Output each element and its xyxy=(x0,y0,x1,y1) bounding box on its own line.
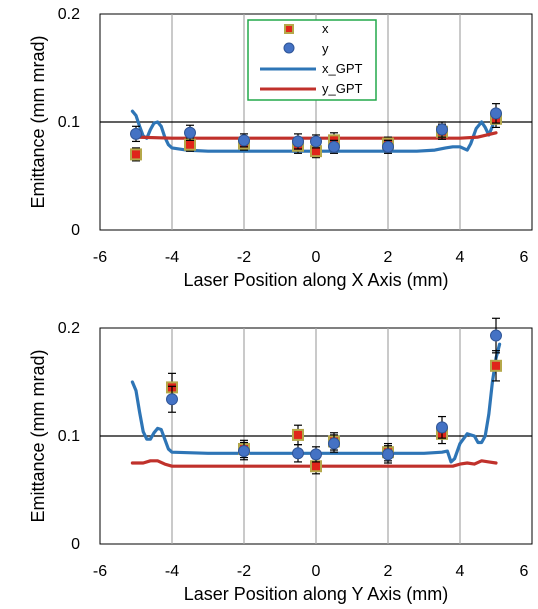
x-tick-label: 6 xyxy=(520,249,529,266)
data-point-y xyxy=(184,126,196,139)
data-point-y xyxy=(166,393,178,406)
data-point-y xyxy=(292,447,304,460)
x-axis-title: Laser Position along Y Axis (mm) xyxy=(184,584,448,604)
measurement-markers xyxy=(130,103,502,162)
data-point-y xyxy=(490,329,502,342)
data-point-y xyxy=(310,448,322,461)
data-point-y xyxy=(436,421,448,434)
legend: x y x_GPT y_GPT xyxy=(247,19,377,101)
data-point-y xyxy=(382,140,394,153)
data-point-y xyxy=(490,107,502,120)
x-tick-label: 4 xyxy=(456,563,465,580)
chart-laser-x: 0 0.1 0.2 -6 -4 -2 0 2 4 6 Laser Positio… xyxy=(28,6,533,290)
chart-laser-y: 0 0.1 0.2 -6 -4 -2 0 2 4 6 Laser Positio… xyxy=(28,317,533,604)
data-point-y xyxy=(130,127,142,140)
x-tick-label: 0 xyxy=(312,563,321,580)
data-point-x xyxy=(184,138,196,151)
legend-square-marker xyxy=(284,24,294,34)
data-point-x xyxy=(490,359,502,372)
measurement-markers xyxy=(166,317,502,475)
data-point-y xyxy=(238,134,250,147)
data-point-y xyxy=(382,448,394,461)
legend-label: x_GPT xyxy=(322,61,363,76)
legend-entry-x-gpt: x_GPT xyxy=(260,61,363,76)
y-axis-title: Emittance (mm mrad) xyxy=(28,349,48,522)
y-tick-label: 0 xyxy=(71,222,80,239)
x-tick-label: 6 xyxy=(520,563,529,580)
legend-entry-x: x xyxy=(284,21,329,36)
x-tick-label: -6 xyxy=(93,563,107,580)
y-tick-label: 0.1 xyxy=(58,428,80,445)
legend-circle-marker xyxy=(283,42,295,54)
legend-box xyxy=(247,19,377,101)
x-tick-label: 2 xyxy=(384,563,393,580)
legend-label: x xyxy=(322,21,329,36)
x-tick-label: -2 xyxy=(237,563,251,580)
legend-entry-y-gpt: y_GPT xyxy=(260,81,363,96)
y-tick-label: 0.2 xyxy=(58,320,80,337)
data-point-y xyxy=(292,135,304,148)
data-point-y xyxy=(310,135,322,148)
x-tick-label: -6 xyxy=(93,249,107,266)
data-point-y xyxy=(328,437,340,450)
data-point-y xyxy=(436,123,448,136)
y-tick-label: 0.2 xyxy=(58,6,80,23)
x-tick-label: -4 xyxy=(165,249,179,266)
data-point-x xyxy=(130,148,142,161)
x-tick-label: 2 xyxy=(384,249,393,266)
legend-entry-y: y xyxy=(283,41,329,56)
x-axis-title: Laser Position along X Axis (mm) xyxy=(183,270,448,290)
x-tick-label: -2 xyxy=(237,249,251,266)
y-axis-title: Emittance (mm mrad) xyxy=(28,35,48,208)
gridlines xyxy=(100,328,532,544)
data-point-y xyxy=(238,445,250,458)
data-point-x xyxy=(310,460,322,473)
legend-label: y_GPT xyxy=(322,81,363,96)
x-tick-label: -4 xyxy=(165,563,179,580)
y-tick-label: 0.1 xyxy=(58,114,80,131)
x-tick-label: 0 xyxy=(312,249,321,266)
legend-label: y xyxy=(322,41,329,56)
x-tick-label: 4 xyxy=(456,249,465,266)
data-point-y xyxy=(328,140,340,153)
y-tick-label: 0 xyxy=(71,536,80,553)
data-point-x xyxy=(292,428,304,441)
series-line-y-gpt xyxy=(130,459,498,468)
